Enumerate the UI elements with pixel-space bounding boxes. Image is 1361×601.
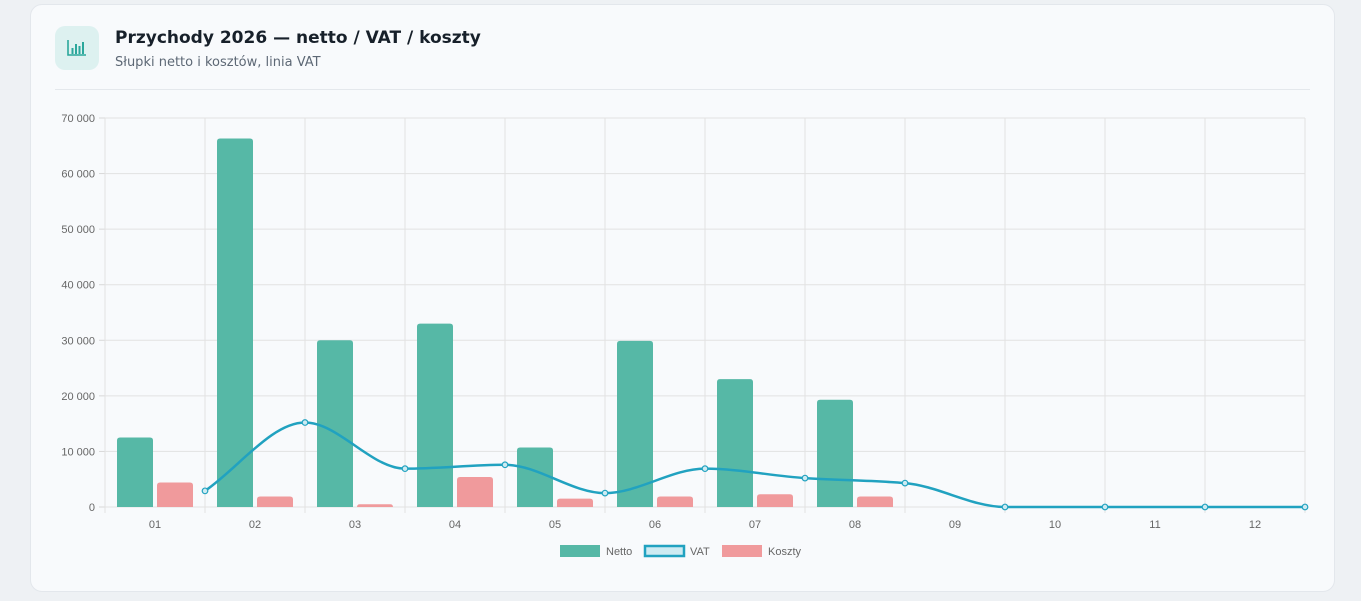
vat-point — [301, 419, 309, 426]
x-tick-label: 02 — [249, 519, 261, 531]
vat-point — [1101, 503, 1109, 511]
y-tick-label: 70 000 — [61, 113, 95, 125]
x-tick-label: 04 — [449, 519, 461, 531]
vat-point — [201, 487, 209, 495]
bar-netto — [117, 437, 153, 507]
bar-koszty — [757, 494, 793, 507]
y-tick-label: 0 — [89, 502, 95, 514]
vat-line — [204, 421, 1306, 509]
vat-point — [1201, 503, 1209, 511]
x-tick-label: 11 — [1149, 519, 1160, 531]
y-tick-label: 30 000 — [61, 335, 95, 347]
y-tick-label: 40 000 — [61, 280, 95, 292]
card-header: Przychody 2026 — netto / VAT / koszty Sł… — [55, 5, 1310, 90]
vat-point — [701, 465, 709, 473]
x-tick-label: 12 — [1249, 519, 1261, 531]
y-tick-label: 10 000 — [61, 446, 95, 458]
chart-subtitle: Słupki netto i kosztów, linia VAT — [115, 55, 321, 70]
bar-koszty — [657, 496, 693, 507]
bar-chart-icon — [67, 40, 86, 56]
bar-koszty — [157, 482, 193, 507]
vat-point — [1301, 503, 1309, 511]
vat-point — [801, 474, 809, 482]
bar-koszty — [257, 496, 293, 507]
x-tick-label: 06 — [649, 519, 661, 531]
legend-label: Koszty — [768, 546, 802, 558]
legend-label: Netto — [606, 546, 632, 558]
bar-netto — [617, 340, 653, 507]
x-tick-label: 07 — [749, 519, 761, 531]
bar-netto — [817, 399, 853, 507]
chart-title: Przychody 2026 — netto / VAT / koszty — [115, 28, 481, 48]
x-tick-label: 03 — [349, 519, 361, 531]
bar-koszty — [557, 498, 593, 507]
legend-label: VAT — [690, 546, 710, 558]
vat-point — [401, 465, 409, 473]
x-tick-label: 10 — [1049, 519, 1061, 531]
x-tick-label: 05 — [549, 519, 561, 531]
x-tick-label: 09 — [949, 519, 961, 531]
bar-netto — [217, 138, 253, 507]
bar-koszty — [857, 496, 893, 507]
bar-koszty — [357, 504, 393, 507]
x-tick-label: 08 — [849, 519, 861, 531]
y-tick-label: 60 000 — [61, 169, 95, 181]
y-tick-label: 50 000 — [61, 224, 95, 236]
vat-point — [1001, 503, 1009, 511]
legend-swatch-koszty — [722, 545, 762, 557]
vat-point — [601, 489, 609, 497]
vat-point — [901, 479, 909, 487]
bar-koszty — [457, 476, 493, 507]
bar-netto — [717, 379, 753, 507]
legend-swatch-netto — [560, 545, 600, 557]
legend-swatch-vat — [643, 544, 686, 558]
bar-netto — [417, 323, 453, 507]
bar-netto — [517, 447, 553, 507]
bar-netto — [317, 340, 353, 507]
x-tick-label: 01 — [149, 519, 161, 531]
vat-point — [501, 461, 509, 469]
chart-icon-box — [55, 26, 99, 70]
y-tick-label: 20 000 — [61, 391, 95, 403]
